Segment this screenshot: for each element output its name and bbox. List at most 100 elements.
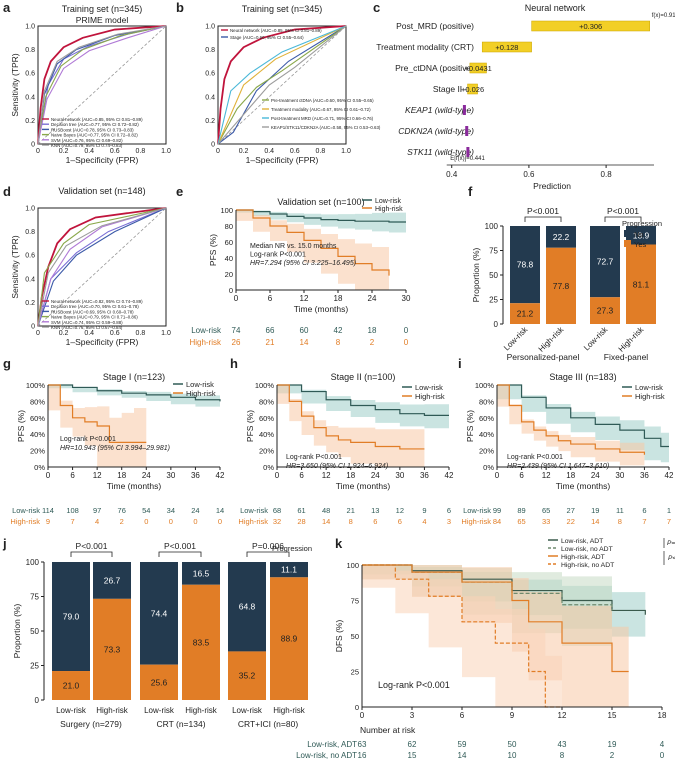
x-tick-label: 36 [420,471,429,480]
x-tick-label: 0 [360,711,365,720]
bar-label-no: 79.0 [63,612,80,622]
risk-count: 8 [618,517,622,526]
risk-count: 74 [232,326,241,335]
fx-label: f(x)=0.913 [652,13,675,19]
y-tick-label: 0% [483,463,494,472]
panel-letter-i: i [458,356,462,371]
legend-entry: Low-risk, no ADT [561,546,613,553]
risk-count: 16 [358,751,367,760]
bar-no [182,562,220,585]
panel-letter-b: b [176,0,184,15]
legend-entry: Low-risk [635,383,663,392]
risk-row-label: Low-risk [240,506,268,515]
y-tick-label: 100 [485,222,499,231]
y-tick-label: 25 [30,662,39,671]
x-tick-label: 18 [346,471,355,480]
x-axis-label: 1–Specificity (FPR) [66,337,139,347]
x-tick-label: 0.6 [290,148,300,155]
x-tick-label: 0.2 [239,148,249,155]
plot-frame [217,25,347,145]
y-axis-label: Sensitivity (TPR) [10,235,20,298]
risk-count: 9 [422,506,426,515]
y-tick-label: 20% [30,447,45,456]
panel-letter-h: h [230,356,238,371]
y-tick-label: 100 [26,558,40,567]
risk-count: 99 [493,506,501,515]
x-category-label: Low-risk [232,706,263,715]
roc-curve-5 [37,207,167,327]
x-tick-label: 42 [665,471,674,480]
y-tick-label: 0.6 [25,253,35,260]
y-tick-label: 0 [31,142,35,149]
significance-bracket [604,216,642,222]
bar-label-yes: 25.6 [151,677,168,687]
ci-band [362,565,562,707]
risk-count: 7 [70,517,74,526]
y-tick-label: 0.6 [205,71,215,78]
x-category-label: High-risk [273,706,306,715]
risk-count: 89 [517,506,525,515]
legend-entry: RUSBoost (AUC=0.69, 95% CI 0.60–0.78) [51,309,134,314]
x-tick-label: 12 [93,471,102,480]
legend-entry: High-risk [375,206,403,213]
risk-count: 18 [368,326,377,335]
bar-label-no: 22.2 [553,232,570,242]
y-tick-label: 60% [479,414,494,423]
km-curve [362,564,629,673]
feature-label: Post_MRD (positive) [396,21,474,31]
risk-count: 10 [508,751,517,760]
feature-label: CDKN2A (wild-type) [398,126,474,136]
legend-entry: No [634,230,644,239]
y-tick-label: 50 [489,271,498,280]
p-value: P<0.001 [607,206,639,216]
x-axis-label: Time (months) [336,481,391,491]
x-tick-label: 1.0 [161,148,171,155]
y-axis-label: Proportion (%) [471,247,481,302]
x-tick-label: 0 [495,471,500,480]
feature-label: Treatment modality (CRT) [376,42,474,52]
bar-no [52,562,90,672]
x-tick-label: 9 [510,711,515,720]
annotation: HR=3.650 (95% CI 1.924–6.924) [286,463,388,470]
roc-curve-0 [37,25,167,145]
x-tick-label: 0.4 [84,330,94,337]
x-category-label: High-risk [617,324,646,353]
bar-label-yes: 21.0 [63,681,80,691]
bar-yes [510,303,540,324]
legend-swatch-no [624,230,631,237]
x-tick-label: 12 [300,294,309,303]
shap-bar [469,62,487,74]
legend-entry: Yes [634,240,646,249]
risk-count: 26 [232,338,241,347]
annotation: Median NR vs. 15.0 months [250,243,337,250]
bar-label-no: 16.5 [193,568,210,578]
km-curve [236,209,406,223]
y-tick-label: 40% [259,430,274,439]
km-curve [236,209,390,276]
p-value: P=0.006 [252,541,284,551]
y-tick-label: 0.8 [25,229,35,236]
x-tick-label: 0.4 [84,148,94,155]
chart-title: Training set (n=345) [242,4,322,14]
legend-entry: Low-risk [186,380,214,389]
bar-label-no: 11.1 [281,565,297,575]
x-tick-label: 24 [142,471,151,480]
risk-count: 19 [591,506,599,515]
y-tick-label: 0 [31,324,35,331]
bar-no [93,562,131,599]
x-tick-label: 24 [371,471,380,480]
bar-label-no: 64.8 [239,602,256,612]
roc-curve-3 [217,25,347,145]
risk-count: 4 [660,740,665,749]
risk-count: 33 [542,517,550,526]
bar-yes [52,671,90,700]
x-tick-label: 18 [658,711,667,720]
shap-bar [465,126,469,136]
annotation: HR=2.439 (95% CI 1.647–3.610) [507,463,609,470]
ci-band [277,385,449,429]
x-tick-label: 1.0 [341,148,351,155]
chart-title: Stage I (n=123) [103,372,165,382]
x-tick-label: 18 [334,294,343,303]
x-axis-label: 1–Specificity (FPR) [66,155,139,165]
x-tick-label: 0.8 [601,170,613,179]
